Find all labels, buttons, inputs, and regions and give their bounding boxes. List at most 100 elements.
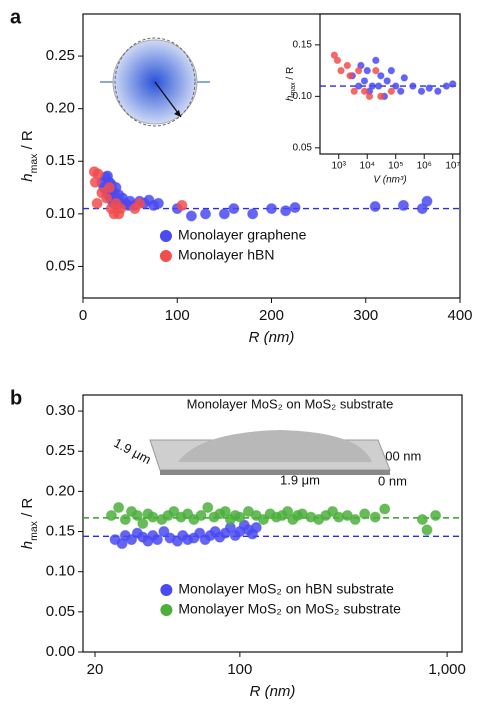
data-point [350,87,358,95]
annotation: 1.9 μm [280,472,320,487]
y-tick-label: 0.30 [46,402,75,419]
data-point [442,82,451,90]
y-tick-label: 0.20 [46,482,75,499]
data-point [374,82,383,90]
data-point [400,74,409,82]
y-axis-label-part: h [285,95,296,101]
data-point [349,513,361,525]
y-tick-label: 0.15 [46,152,75,169]
annotation: 100 nm [378,448,421,463]
y-axis-label-part: / R [19,130,36,154]
data-point [113,501,125,513]
x-tick-label: 300 [353,307,378,324]
legend-label: Monolayer graphene [178,227,307,243]
data-point [434,87,442,95]
data-point [337,66,345,75]
data-point [377,92,385,101]
data-point [397,199,409,211]
y-tick-label: 0.00 [46,643,75,660]
x-tick-label: 10⁴ [360,161,375,172]
data-point [333,56,342,65]
panel-label: b [10,387,22,409]
data-point [200,208,212,220]
y-axis-label-part: max [28,153,40,174]
y-tick-label: 0.25 [46,442,75,459]
x-tick-label: 10⁷ [445,161,460,172]
data-point [282,505,294,517]
axes-frame [319,13,461,155]
y-tick-label: 0.20 [46,100,75,117]
y-tick-label: 0.05 [46,257,75,274]
data-point [421,524,433,536]
y-axis-label-part: / R [285,67,296,83]
data-point [92,168,104,180]
data-point [383,77,391,85]
legend-marker [160,604,173,616]
data-point [101,192,113,204]
data-point [343,61,352,70]
data-point [372,66,380,75]
x-axis-label: R (nm) [250,683,296,700]
x-axis-label: R (nm) [249,329,295,346]
data-point [134,197,146,209]
x-tick-label: 1,000 [428,661,466,678]
data-point [368,82,376,90]
x-tick-label: 10⁵ [388,161,403,172]
data-point [151,534,163,546]
data-point [176,199,188,211]
annotation: 1.9 μm [111,435,153,467]
x-tick-label: 10⁶ [417,161,432,172]
panel: 0 100 200 300 400 0.05 0.10 0.15 0.20 0.25 R (nm) h… [10,6,473,346]
panel: 10³ 10⁴ 10⁵ 10⁶ 10⁷ 0.05 0.10 0.15 V (nm³) hmax /… [285,13,461,186]
data-point [228,203,240,215]
y-tick-label: 0.10 [46,563,75,580]
y-tick-label: 0.05 [293,142,313,153]
data-point [131,509,143,521]
y-tick-label: 0.25 [46,47,75,64]
data-point [250,522,262,534]
panel-label: a [10,6,22,28]
x-tick-label: 100 [165,307,190,324]
data-point [449,80,457,88]
data-point [421,195,433,207]
data-point [369,200,381,212]
data-point [266,203,277,215]
x-tick-label: 20 [87,661,104,678]
y-axis-label-part: h [19,173,36,181]
data-point [247,208,259,220]
data-point [359,508,371,520]
x-axis-label: V (nm³) [373,175,406,186]
data-point [354,66,363,75]
data-point [119,513,131,525]
y-axis-label-part: h [19,541,36,549]
legend-label: Monolayer MoS₂ on hBN substrate [178,581,394,597]
data-point [387,87,396,95]
data-point [416,513,428,525]
legend-marker [159,230,172,242]
y-axis-label: hmax / R [19,130,40,182]
inset-background [320,14,460,154]
data-point [379,503,391,515]
data-point [377,72,385,80]
data-point [372,56,380,65]
data-point [137,518,149,529]
afm-image [149,430,391,475]
data-point [280,205,292,217]
bubble-illustration [100,37,210,127]
y-tick-label: 0.05 [46,603,75,620]
data-point [195,509,207,521]
data-point [115,203,127,215]
data-point [430,509,442,521]
legend-label: Monolayer hBN [178,247,275,263]
y-tick-label: 0.10 [46,205,75,222]
data-point [369,511,381,523]
y-axis-label-part: max [290,82,297,96]
y-axis-label-part: max [28,520,40,541]
x-tick-label: 10³ [332,161,347,172]
y-axis-label-part: / R [19,498,36,522]
x-tick-label: 400 [447,307,472,324]
data-point [397,87,405,95]
y-tick-label: 0.10 [293,91,313,102]
data-point [409,82,417,90]
x-tick-label: 100 [227,661,252,678]
